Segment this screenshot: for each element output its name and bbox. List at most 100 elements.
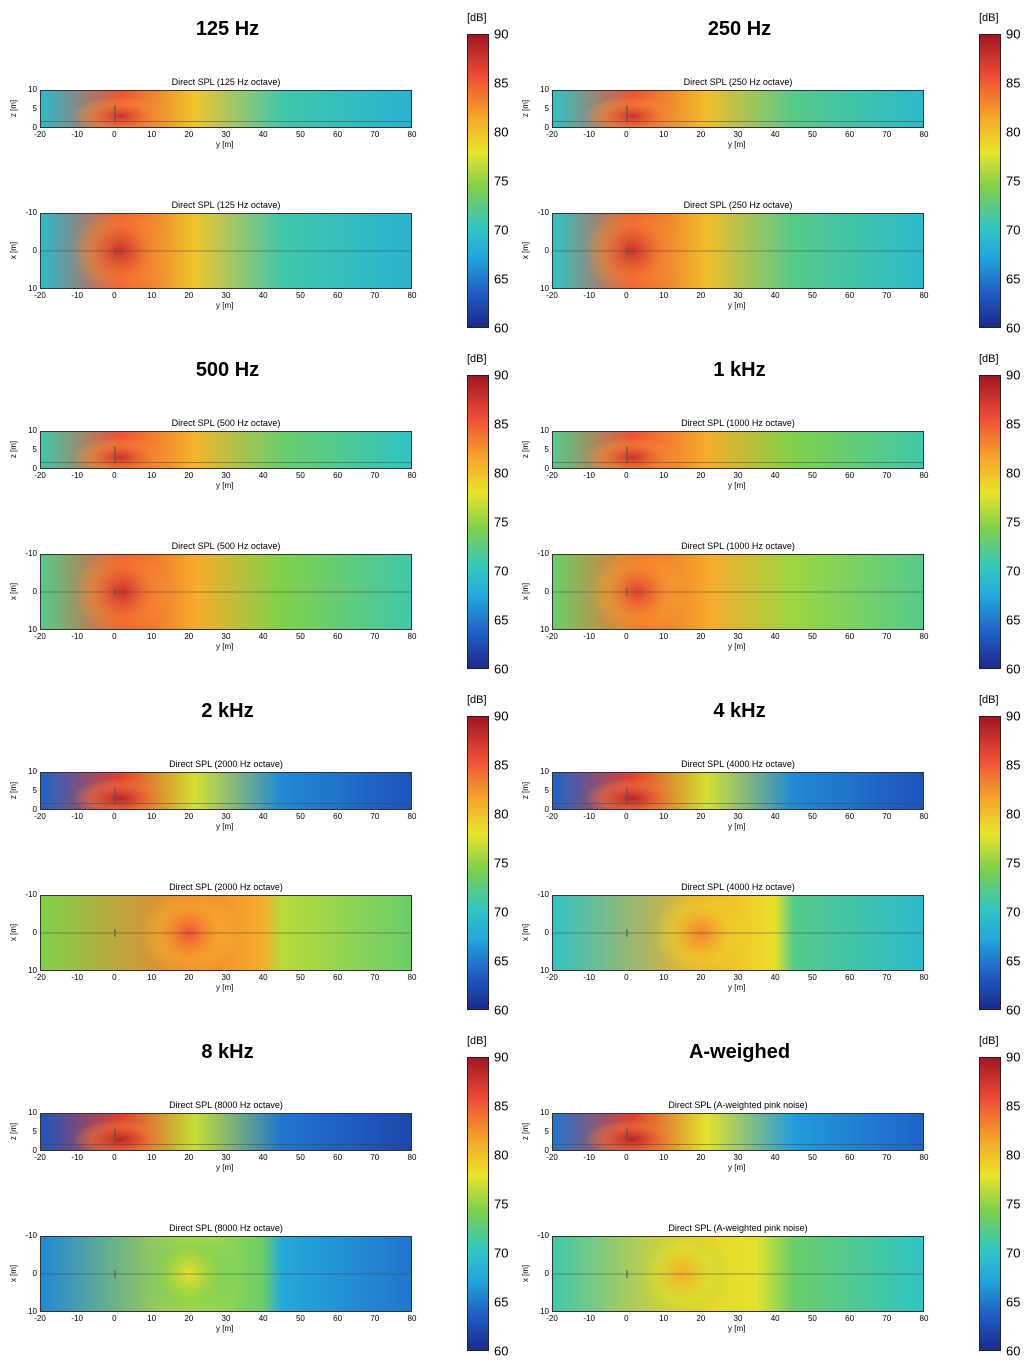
z-tick-label: 5: [544, 445, 549, 454]
z-axis-label: z [m]: [9, 440, 19, 459]
colorbar-tick-label: 70: [1006, 904, 1021, 920]
y-tick-label: 10: [659, 471, 669, 480]
x-tick-label: -10: [537, 549, 549, 558]
x-tick-label: 10: [28, 625, 37, 634]
band-title: 125 Hz: [195, 18, 260, 40]
colorbar-tick-label: 85: [1006, 75, 1021, 91]
band-panel: 4 kHz Direct SPL (4000 Hz octave) -20 -10 0 1…: [512, 682, 1024, 1023]
y-tick-label: -10: [71, 1314, 83, 1323]
y-tick-label: 70: [882, 1314, 892, 1323]
plan-view-heatmap: [40, 554, 412, 630]
y-tick-label: 40: [258, 1314, 268, 1323]
y-tick-label: 80: [407, 1153, 417, 1162]
y-tick-label: 0: [624, 130, 629, 139]
y-tick-label: 20: [184, 1153, 194, 1162]
y-axis-label: y [m]: [728, 140, 746, 149]
y-tick-label: 80: [407, 973, 417, 982]
x-tick-label: 10: [540, 625, 549, 634]
colorbar-tick-label: 90: [1006, 1049, 1021, 1065]
y-tick-label: 50: [295, 471, 305, 480]
colorbar-tick-label: 60: [494, 1002, 509, 1018]
y-tick-label: -10: [71, 130, 83, 139]
y-tick-label: 30: [733, 130, 743, 139]
z-axis-label: z [m]: [521, 440, 531, 459]
x-tick-label: 0: [544, 928, 549, 937]
y-tick-label: 30: [221, 471, 231, 480]
y-axis-label: y [m]: [216, 301, 234, 310]
z-tick-label: 0: [32, 464, 37, 473]
colorbar-tick-label: 75: [1006, 173, 1021, 189]
z-tick-label: 0: [32, 1146, 37, 1155]
colorbar-unit: [dB]: [467, 353, 487, 365]
x-tick-label: 10: [28, 966, 37, 975]
y-tick-label: 80: [919, 130, 929, 139]
colorbar-tick-label: 75: [1006, 514, 1021, 530]
y-tick-label: 10: [147, 1153, 157, 1162]
source-hotspot: [584, 1119, 681, 1150]
y-tick-label: 60: [845, 471, 855, 480]
z-tick-label: 0: [32, 123, 37, 132]
plan-view-title: Direct SPL (250 Hz octave): [683, 200, 793, 210]
y-tick-label: 0: [624, 471, 629, 480]
z-tick-label: 0: [544, 805, 549, 814]
y-tick-label: 50: [807, 471, 817, 480]
x-tick-label: 10: [540, 1307, 549, 1316]
colorbar-tick-label: 85: [494, 757, 509, 773]
x-tick-label: -10: [25, 890, 37, 899]
y-tick-label: 50: [295, 812, 305, 821]
plan-view-heatmap: [552, 1236, 924, 1312]
y-tick-label: 30: [221, 130, 231, 139]
y-tick-label: 70: [370, 1314, 380, 1323]
colorbar-tick-label: 65: [494, 612, 509, 628]
colorbar-tick-label: 90: [494, 708, 509, 724]
x-tick-label: 0: [32, 587, 37, 596]
colorbar-tick-label: 80: [494, 465, 509, 481]
y-tick-label: 80: [407, 812, 417, 821]
z-tick-label: 0: [32, 805, 37, 814]
colorbar-tick-label: 90: [1006, 367, 1021, 383]
y-tick-label: -10: [583, 291, 595, 300]
colorbar-tick-label: 90: [1006, 26, 1021, 42]
y-tick-label: 20: [696, 130, 706, 139]
x-axis-label: x [m]: [521, 241, 531, 260]
y-tick-label: 10: [659, 1153, 669, 1162]
y-tick-label: 50: [807, 1314, 817, 1323]
spl-field: [41, 432, 411, 468]
y-tick-label: 10: [659, 632, 669, 641]
spl-field: [41, 773, 411, 809]
colorbar-tick-label: 70: [494, 904, 509, 920]
y-tick-label: 20: [696, 291, 706, 300]
y-tick-label: 70: [370, 973, 380, 982]
side-view-heatmap: [40, 431, 412, 469]
z-axis-label: z [m]: [521, 781, 531, 800]
y-tick-label: -20: [34, 291, 46, 300]
y-tick-label: 40: [258, 130, 268, 139]
y-tick-label: 10: [147, 812, 157, 821]
y-tick-label: -10: [71, 1153, 83, 1162]
y-tick-label: -10: [71, 812, 83, 821]
colorbar-tick-label: 65: [494, 1294, 509, 1310]
colorbar-unit: [dB]: [467, 1035, 487, 1047]
band-panel: 250 Hz Direct SPL (250 Hz octave) -20 -10 0 1…: [512, 0, 1024, 341]
y-tick-label: 10: [147, 1314, 157, 1323]
x-tick-label: 10: [28, 284, 37, 293]
y-tick-label: -10: [71, 291, 83, 300]
colorbar-tick-label: 75: [494, 855, 509, 871]
y-tick-label: 80: [407, 471, 417, 480]
y-axis-label: y [m]: [728, 1163, 746, 1172]
colorbar-tick-label: 70: [494, 563, 509, 579]
spl-field: [553, 773, 923, 809]
y-axis-label: y [m]: [216, 481, 234, 490]
y-tick-label: 30: [733, 291, 743, 300]
x-tick-label: 0: [32, 928, 37, 937]
x-tick-label: -10: [25, 208, 37, 217]
y-tick-label: 70: [370, 471, 380, 480]
colorbar: [467, 716, 489, 1010]
colorbar-tick-label: 75: [494, 1196, 509, 1212]
plan-view-title: Direct SPL (8000 Hz octave): [169, 1223, 283, 1233]
y-tick-label: 40: [770, 291, 780, 300]
x-tick-label: -10: [25, 549, 37, 558]
y-tick-label: 60: [845, 291, 855, 300]
y-tick-label: 60: [845, 812, 855, 821]
y-tick-label: 50: [807, 1153, 817, 1162]
